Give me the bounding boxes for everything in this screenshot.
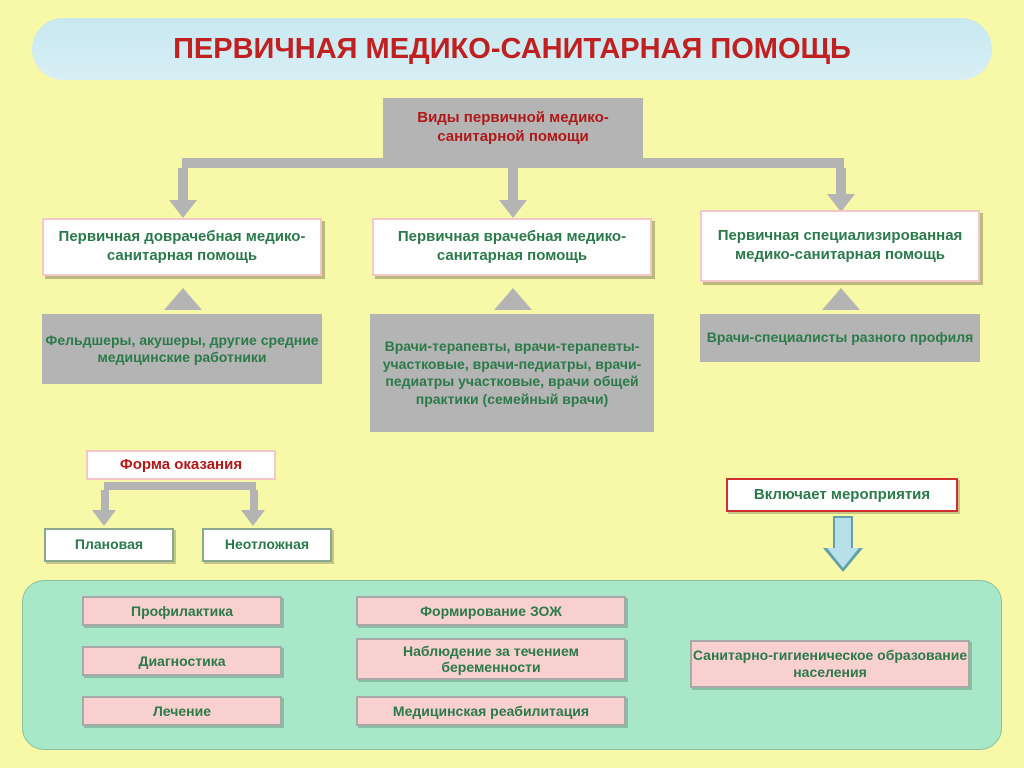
activity-1: Профилактика <box>82 596 282 626</box>
big-down-arrow <box>824 516 862 574</box>
form-option-1: Плановая <box>44 528 174 562</box>
activity-7: Санитарно-гигиеническое образование насе… <box>690 640 970 688</box>
activity-6: Медицинская реабилитация <box>356 696 626 726</box>
arrow-hbar <box>182 158 844 168</box>
activity-5: Наблюдение за течением беременности <box>356 638 626 680</box>
form-hbar <box>104 482 256 490</box>
arrow-stem-3 <box>836 168 846 196</box>
form-arrowhead-2 <box>241 510 265 526</box>
arrow-stem-1 <box>178 168 188 202</box>
arrowhead-1 <box>169 200 197 218</box>
triangle-up-3 <box>822 288 860 310</box>
type-box-1: Первичная доврачебная медико-санитарная … <box>42 218 322 276</box>
triangle-up-1 <box>164 288 202 310</box>
form-stem-2 <box>250 490 258 512</box>
arrowhead-2 <box>499 200 527 218</box>
main-title: ПЕРВИЧНАЯ МЕДИКО-САНИТАРНАЯ ПОМОЩЬ <box>32 18 992 80</box>
type-box-3: Первичная специализированная медико-сани… <box>700 210 980 282</box>
form-option-2: Неотложная <box>202 528 332 562</box>
activity-4: Формирование ЗОЖ <box>356 596 626 626</box>
provider-box-3: Врачи-специалисты разного профиля <box>700 314 980 362</box>
provider-box-2: Врачи-терапевты, врачи-терапевты-участко… <box>370 314 654 432</box>
triangle-up-2 <box>494 288 532 310</box>
type-box-2: Первичная врачебная медико-санитарная по… <box>372 218 652 276</box>
activity-3: Лечение <box>82 696 282 726</box>
provider-box-1: Фельдшеры, акушеры, другие средние медиц… <box>42 314 322 384</box>
arrow-stem-2 <box>508 168 518 202</box>
root-box: Виды первичной медико-санитарной помощи <box>383 98 643 158</box>
form-arrowhead-1 <box>92 510 116 526</box>
activity-2: Диагностика <box>82 646 282 676</box>
form-label: Форма оказания <box>86 450 276 480</box>
form-stem-1 <box>101 490 109 512</box>
includes-label: Включает мероприятия <box>726 478 958 512</box>
